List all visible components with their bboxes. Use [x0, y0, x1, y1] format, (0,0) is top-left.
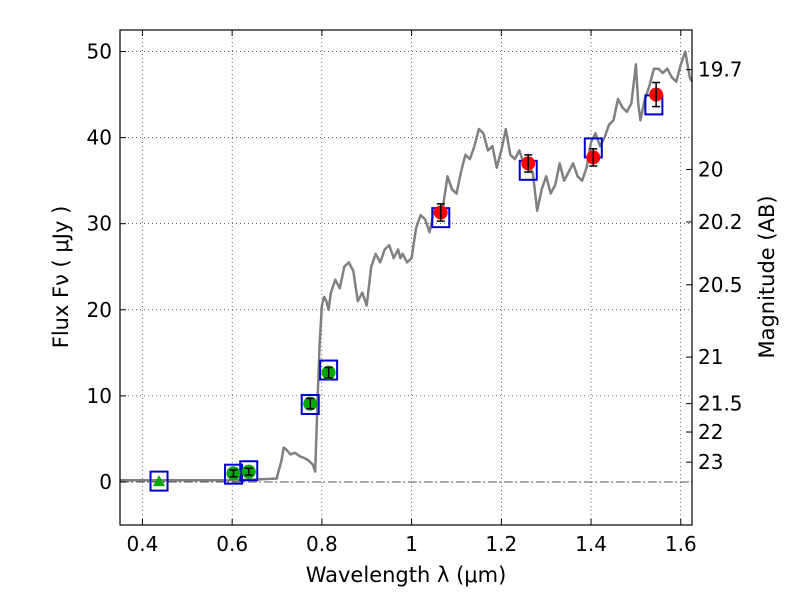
x-tick-label: 1.6 — [665, 532, 697, 556]
upper-limit-marker — [153, 475, 166, 487]
magnitude-tick-label: 20.5 — [698, 273, 743, 297]
x-tick-label: 1.2 — [485, 532, 517, 556]
data-points — [149, 81, 664, 492]
model-square-marker — [300, 393, 320, 415]
magnitude-axis-label: Magnitude (AB) — [755, 195, 779, 358]
x-axis-label: Wavelength λ (μm) — [306, 563, 507, 587]
plot-frame — [119, 29, 693, 526]
model-square-marker — [224, 463, 244, 485]
magnitude-tick-label: 21.5 — [698, 392, 743, 416]
y-tick-label: 10 — [87, 384, 112, 408]
magnitude-axis-ticks: 19.7 20 20.2 20.5 21 21.5 22 23 — [686, 58, 743, 474]
model-square-marker — [239, 460, 259, 482]
x-tick-label: 0.8 — [306, 532, 338, 556]
x-tick-label: 1 — [405, 532, 418, 556]
y-axis-label: Flux Fν ( μJy ) — [49, 206, 73, 349]
y-tick-label: 50 — [87, 40, 112, 64]
magnitude-tick-label: 23 — [698, 450, 723, 474]
template-spectrum — [120, 50, 694, 482]
model-square-marker — [149, 470, 169, 492]
magnitude-tick-label: 22 — [698, 420, 723, 444]
plot-background — [120, 30, 692, 525]
spectrum-line — [120, 50, 694, 482]
x-tick-label: 0.6 — [216, 532, 248, 556]
y-tick-label: 0 — [99, 470, 112, 494]
y-axis-ticks: 0 10 20 30 40 50 — [87, 40, 126, 494]
magnitude-tick-label: 21 — [698, 345, 723, 369]
magnitude-tick-label: 20.2 — [698, 210, 743, 234]
y-tick-label: 20 — [87, 298, 112, 322]
y-tick-label: 30 — [87, 212, 112, 236]
magnitude-tick-label: 20 — [698, 157, 723, 181]
y-tick-label: 40 — [87, 126, 112, 150]
x-tick-label: 1.4 — [575, 532, 607, 556]
x-axis-ticks: 0.4 0.6 0.8 1 1.2 1.4 1.6 — [127, 30, 697, 556]
x-tick-label: 0.4 — [127, 532, 159, 556]
magnitude-tick-label: 19.7 — [698, 58, 743, 82]
